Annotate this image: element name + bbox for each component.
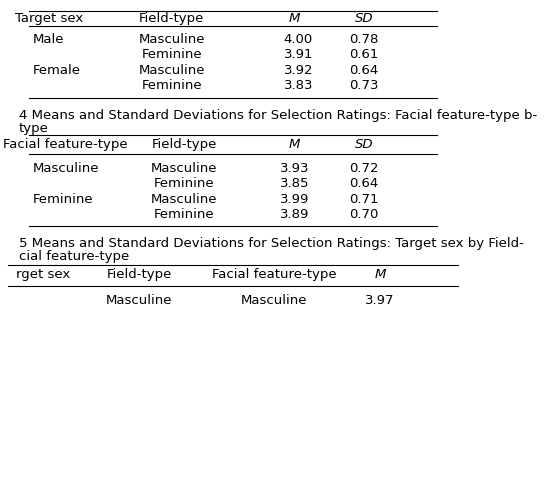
Text: 0.64: 0.64 [349, 176, 379, 190]
Text: Female: Female [33, 64, 81, 77]
Text: 5 Means and Standard Deviations for Selection Ratings: Target sex by Field-: 5 Means and Standard Deviations for Sele… [19, 237, 524, 249]
Text: Masculine: Masculine [33, 161, 99, 174]
Text: Facial feature-type: Facial feature-type [212, 267, 336, 280]
Text: Feminine: Feminine [153, 208, 214, 221]
Text: Field-type: Field-type [151, 137, 217, 150]
Text: Masculine: Masculine [151, 193, 217, 206]
Text: Feminine: Feminine [33, 193, 94, 206]
Text: SD: SD [354, 11, 373, 24]
Text: Feminine: Feminine [141, 79, 202, 92]
Text: 3.92: 3.92 [283, 64, 313, 77]
Text: 0.73: 0.73 [349, 79, 379, 92]
Text: 3.89: 3.89 [279, 208, 309, 221]
Text: 3.97: 3.97 [365, 293, 395, 306]
Text: Feminine: Feminine [153, 176, 214, 190]
Text: Masculine: Masculine [241, 293, 307, 306]
Text: 3.93: 3.93 [279, 161, 309, 174]
Text: 0.78: 0.78 [349, 32, 379, 45]
Text: SD: SD [354, 137, 373, 150]
Text: M: M [288, 137, 300, 150]
Text: Masculine: Masculine [138, 64, 205, 77]
Text: 0.71: 0.71 [349, 193, 379, 206]
Text: Field-type: Field-type [139, 11, 204, 24]
Text: 0.72: 0.72 [349, 161, 379, 174]
Text: 3.91: 3.91 [283, 47, 313, 60]
Text: Male: Male [33, 32, 64, 45]
Text: 0.61: 0.61 [349, 47, 379, 60]
Text: 0.70: 0.70 [349, 208, 379, 221]
Text: 3.85: 3.85 [279, 176, 309, 190]
Text: Masculine: Masculine [151, 161, 217, 174]
Text: cial feature-type: cial feature-type [19, 249, 129, 262]
Text: Feminine: Feminine [141, 47, 202, 60]
Text: Target sex: Target sex [15, 11, 83, 24]
Text: Masculine: Masculine [138, 32, 205, 45]
Text: 4.00: 4.00 [284, 32, 313, 45]
Text: 3.99: 3.99 [279, 193, 309, 206]
Text: Field-type: Field-type [106, 267, 172, 280]
Text: type: type [19, 122, 49, 134]
Text: 0.64: 0.64 [349, 64, 379, 77]
Text: 3.83: 3.83 [283, 79, 313, 92]
Text: M: M [375, 267, 386, 280]
Text: 4 Means and Standard Deviations for Selection Ratings: Facial feature-type b-: 4 Means and Standard Deviations for Sele… [19, 109, 537, 122]
Text: M: M [288, 11, 300, 24]
Text: Facial feature-type: Facial feature-type [3, 137, 128, 150]
Text: Masculine: Masculine [106, 293, 172, 306]
Text: rget sex: rget sex [16, 267, 71, 280]
